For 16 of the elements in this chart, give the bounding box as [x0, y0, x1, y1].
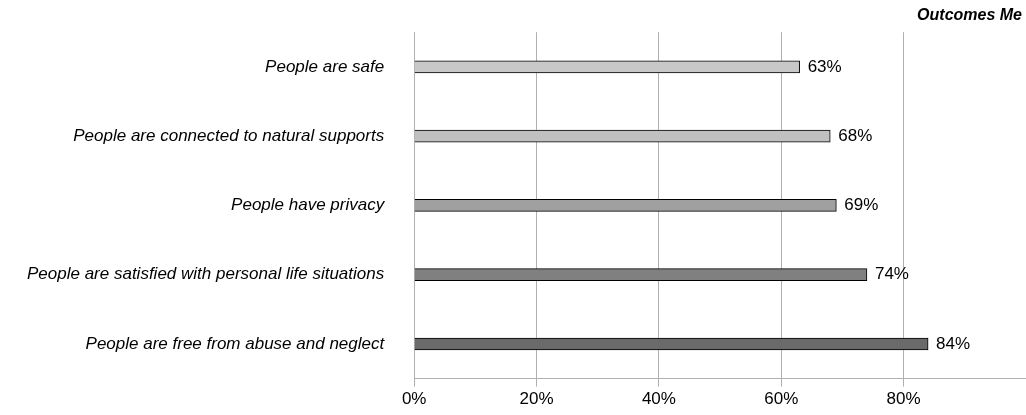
y-tick-label: People are safe — [265, 56, 385, 76]
data-label: 68% — [838, 125, 873, 145]
y-tick-label: People have privacy — [231, 195, 386, 215]
x-tick-label: 0% — [401, 389, 427, 409]
x-tick-label: 40% — [641, 389, 676, 409]
data-label: 63% — [807, 56, 842, 76]
x-tick-label: 60% — [764, 389, 799, 409]
data-label: 69% — [844, 195, 879, 215]
data-label: 84% — [936, 333, 971, 353]
y-tick-label: People are satisfied with personal life situations — [27, 264, 385, 284]
chart-title: Outcomes Me — [917, 6, 1023, 24]
data-label: 74% — [874, 264, 909, 284]
y-tick-label: People are free from abuse and neglect — [85, 333, 386, 353]
y-tick-label: People are connected to natural supports — [73, 125, 385, 145]
x-tick-label: 20% — [519, 389, 554, 409]
x-tick-label: 80% — [886, 389, 921, 409]
